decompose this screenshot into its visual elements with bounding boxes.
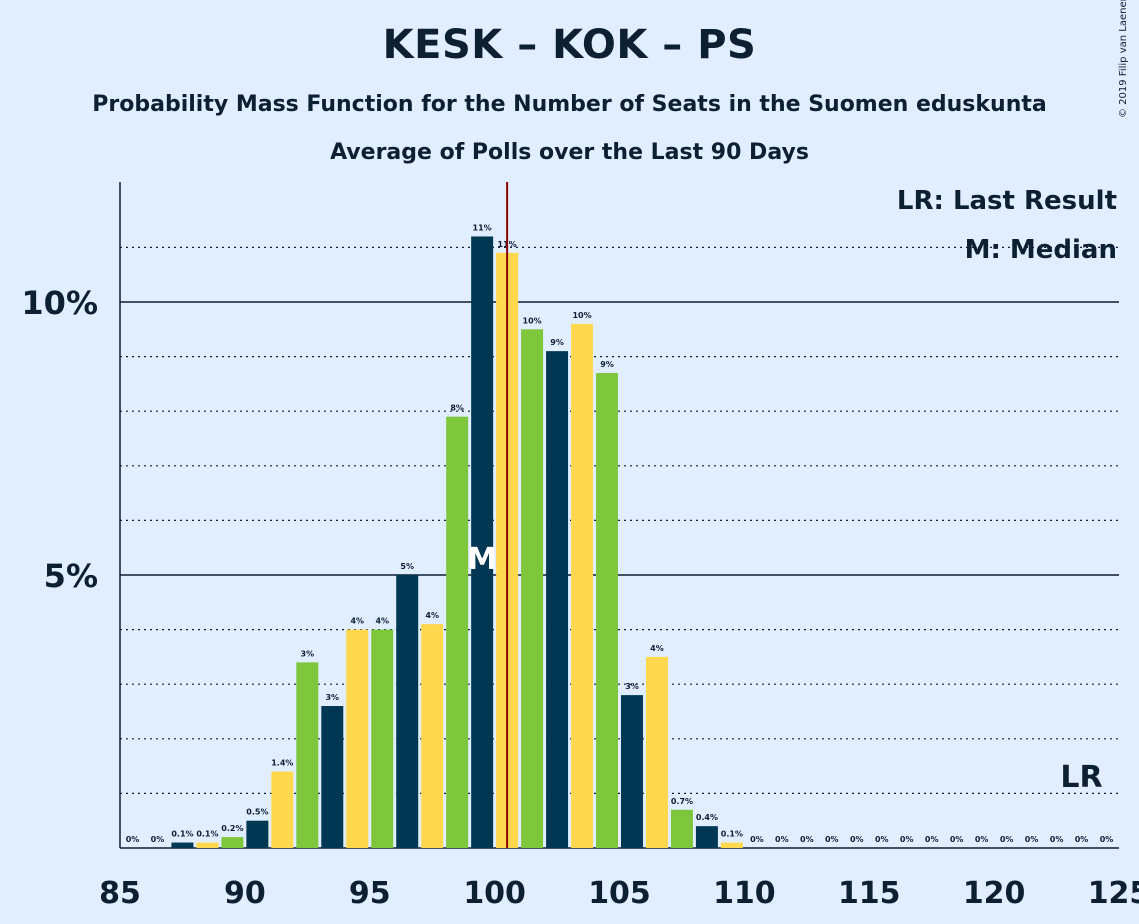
bar-value-label: 0% xyxy=(900,835,914,844)
bar-value-label: 4% xyxy=(425,611,439,620)
x-tick-label: 90 xyxy=(224,876,266,911)
bar-value-label: 11% xyxy=(473,223,492,232)
x-tick-label: 105 xyxy=(588,876,651,911)
bar-value-label: 10% xyxy=(523,316,542,325)
bar-value-label: 0% xyxy=(775,835,789,844)
bar-seats-100 xyxy=(471,236,494,849)
median-marker: M xyxy=(467,542,497,577)
bar-value-label: 9% xyxy=(550,338,564,347)
bar-seats-104 xyxy=(571,323,594,849)
bar-value-label: 4% xyxy=(350,617,364,626)
bar-value-label: 0.4% xyxy=(696,813,718,822)
bar-seats-109 xyxy=(695,826,718,848)
bar-value-label: 3% xyxy=(301,649,315,658)
bar-value-label: 0.2% xyxy=(221,824,243,833)
bar-value-label: 4% xyxy=(375,617,389,626)
bar-seats-91 xyxy=(246,820,269,848)
bar-seats-98 xyxy=(421,624,444,848)
bar-seats-110 xyxy=(720,842,743,848)
bar-value-label: 0.1% xyxy=(196,830,218,839)
bar-value-label: 0% xyxy=(126,835,140,844)
bar-seats-99 xyxy=(446,416,469,848)
bar-value-label: 0% xyxy=(925,835,939,844)
bar-value-label: 0% xyxy=(1075,835,1089,844)
bar-value-label: 0.5% xyxy=(246,808,268,817)
bar-value-label: 5% xyxy=(400,562,414,571)
x-tick-label: 115 xyxy=(838,876,901,911)
bar-value-label: 0% xyxy=(1025,835,1039,844)
bar-seats-90 xyxy=(221,837,244,848)
bar-seats-88 xyxy=(171,842,194,848)
bar-seats-105 xyxy=(596,372,618,848)
bar-value-label: 0% xyxy=(800,835,814,844)
chart-subtitle-period: Average of Polls over the Last 90 Days xyxy=(330,140,809,165)
bar-value-label: 0% xyxy=(950,835,964,844)
x-tick-label: 100 xyxy=(463,876,526,911)
x-tick-label: 125 xyxy=(1088,876,1139,911)
bar-value-label: 0% xyxy=(825,835,839,844)
bar-value-label: 1.4% xyxy=(271,759,293,768)
bar-value-label: 0.1% xyxy=(721,830,743,839)
bar-value-label: 0% xyxy=(875,835,889,844)
legend-last-result: LR: Last Result xyxy=(897,186,1117,216)
x-tick-label: 120 xyxy=(963,876,1026,911)
chart-title: KESK – KOK – PS xyxy=(382,22,757,68)
x-tick-label: 110 xyxy=(713,876,776,911)
bar-value-label: 0% xyxy=(1000,835,1014,844)
bar-value-label: 8% xyxy=(450,404,464,413)
legend-median: M: Median xyxy=(965,235,1117,265)
bar-seats-89 xyxy=(196,842,219,848)
bar-seats-107 xyxy=(645,656,668,848)
chart-subtitle: Probability Mass Function for the Number… xyxy=(92,92,1047,117)
y-tick-label: 10% xyxy=(21,284,98,322)
x-tick-label: 85 xyxy=(99,876,141,911)
x-tick-label: 95 xyxy=(349,876,391,911)
bar-seats-96 xyxy=(371,629,394,848)
bar-seats-102 xyxy=(521,329,544,848)
bar-value-label: 0% xyxy=(750,835,764,844)
bar-seats-108 xyxy=(670,809,693,848)
last-result-label: LR xyxy=(1060,760,1102,795)
bar-seats-103 xyxy=(546,351,569,848)
bar-value-label: 4% xyxy=(650,644,664,653)
bar-seats-97 xyxy=(396,575,419,848)
bar-seats-106 xyxy=(621,695,643,848)
bar-value-label: 0% xyxy=(850,835,864,844)
bar-value-label: 0.1% xyxy=(171,830,193,839)
bar-value-label: 0% xyxy=(975,835,989,844)
bar-value-label: 0.7% xyxy=(671,797,693,806)
bar-seats-92 xyxy=(271,771,294,848)
bar-value-label: 3% xyxy=(625,682,639,691)
bar-value-label: 10% xyxy=(572,311,591,320)
bar-seats-93 xyxy=(296,662,319,848)
bar-value-label: 0% xyxy=(1100,835,1114,844)
bar-value-label: 0% xyxy=(1050,835,1064,844)
bar-seats-94 xyxy=(321,706,344,848)
bar-value-label: 0% xyxy=(151,835,165,844)
bar-seats-95 xyxy=(346,629,369,848)
bar-value-label: 3% xyxy=(325,693,339,702)
bar-value-label: 9% xyxy=(600,360,614,369)
y-tick-label: 5% xyxy=(44,557,98,595)
